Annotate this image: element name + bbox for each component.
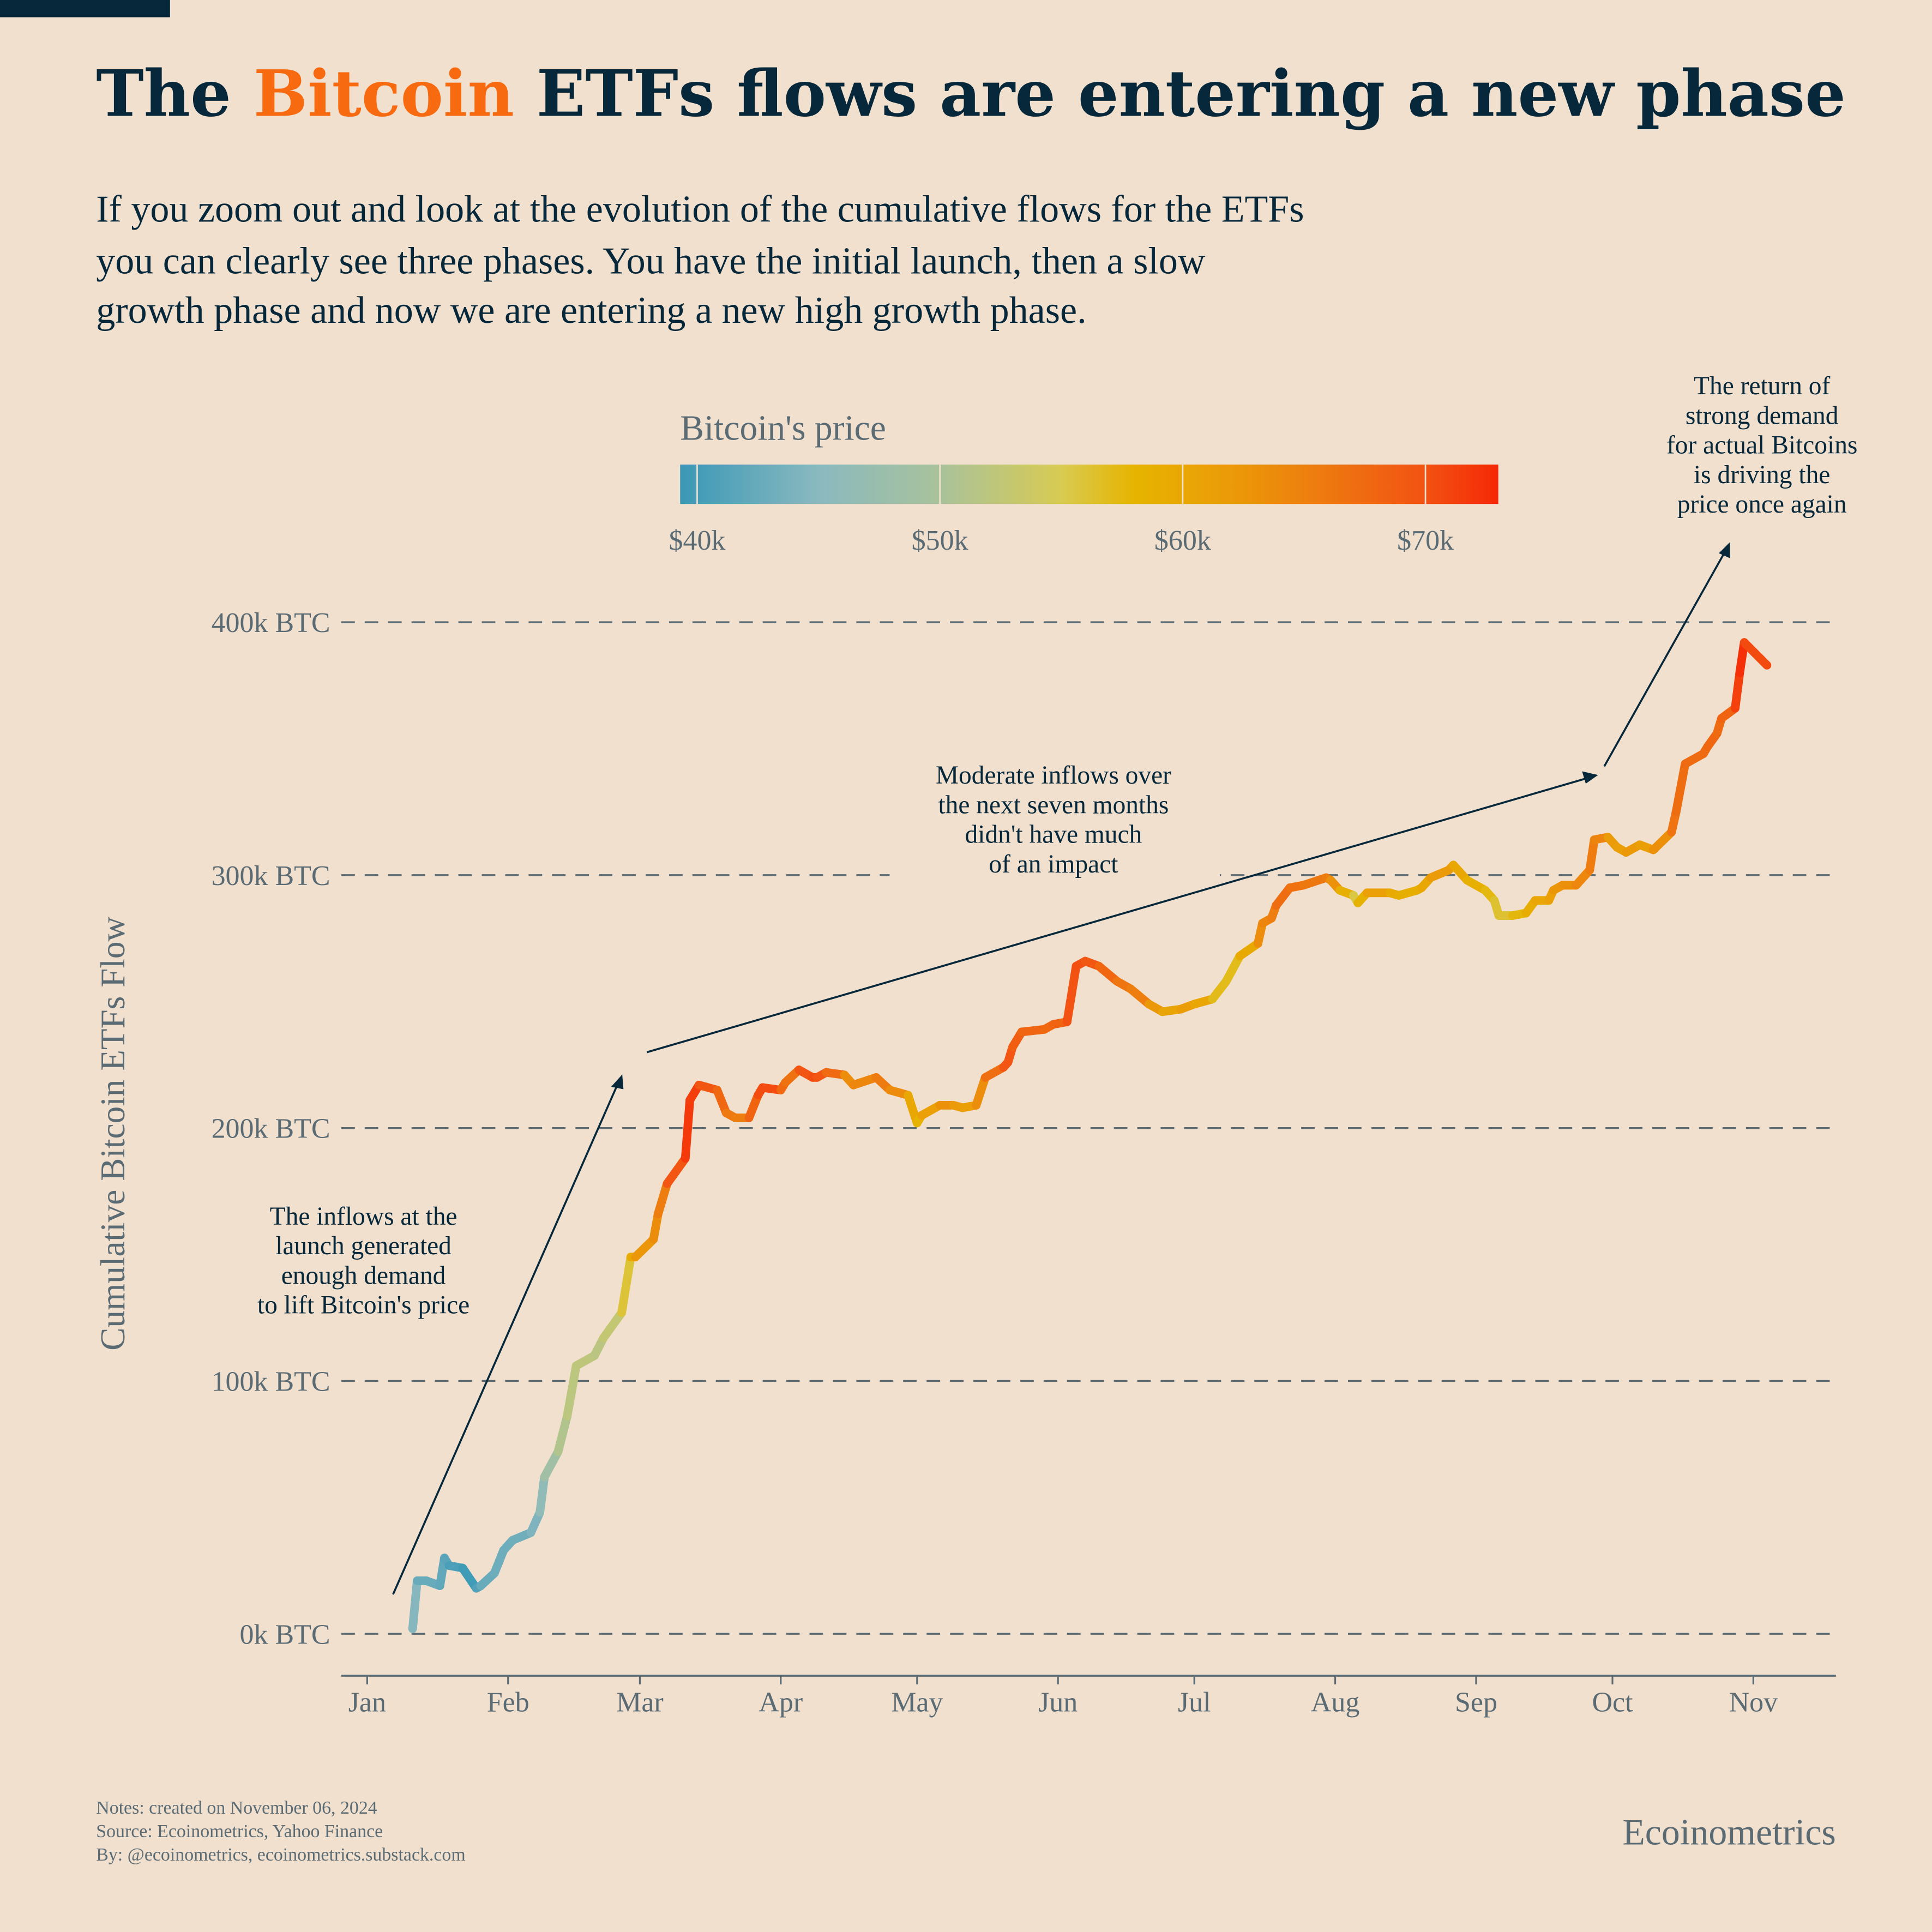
annotation-line: Moderate inflows over xyxy=(936,761,1171,790)
x-tick-label: Apr xyxy=(759,1687,803,1718)
x-tick-label: Mar xyxy=(616,1687,664,1718)
flow-segment xyxy=(681,1096,695,1163)
x-tick-label: Aug xyxy=(1311,1687,1360,1718)
annotation-line: The return of xyxy=(1694,372,1830,400)
footer-by: By: @ecoinometrics, ecoinometrics.substa… xyxy=(96,1845,465,1865)
annotation-line: is driving the xyxy=(1694,461,1830,489)
annotation-line: launch generated xyxy=(275,1232,452,1260)
annotation-return: The return of strong demand for actual Bit… xyxy=(1603,372,1857,767)
subtitle-line-1: If you zoom out and look at the evolutio… xyxy=(96,189,1304,231)
y-tick-label: 300k BTC xyxy=(212,860,330,892)
colorbar-tick-label: $40k xyxy=(669,525,725,556)
y-tick-label: 100k BTC xyxy=(212,1366,330,1397)
annotation-line: enough demand xyxy=(281,1261,446,1290)
annotation-arrow xyxy=(1603,549,1728,767)
subtitle-line-2: you can clearly see three phases. You ha… xyxy=(96,240,1206,282)
y-axis-label: Cumulative Bitcoin ETFs Flow xyxy=(94,917,132,1351)
footer-source: Source: Ecoinometrics, Yahoo Finance xyxy=(96,1821,383,1841)
y-tick-label: 400k BTC xyxy=(212,607,330,639)
colorbar-tick-label: $50k xyxy=(912,525,968,556)
annotation-arrow xyxy=(392,1079,621,1595)
x-tick-label: Jun xyxy=(1038,1687,1078,1718)
x-tick-label: Nov xyxy=(1729,1687,1778,1718)
flow-segment xyxy=(1221,952,1244,986)
flow-segment xyxy=(972,1073,990,1110)
arrowhead-icon xyxy=(611,1074,624,1090)
flow-segment xyxy=(653,1179,672,1219)
flow-segment xyxy=(563,1361,581,1421)
flow-segment xyxy=(408,1576,422,1633)
flow-series xyxy=(408,638,1772,1633)
annotation-moderate: Moderate inflows over the next seven mont… xyxy=(646,754,1598,1054)
colorbar-tick-label: $60k xyxy=(1154,525,1211,556)
annotation-line: for actual Bitcoins xyxy=(1666,431,1857,460)
arrowhead-icon xyxy=(1582,771,1598,784)
colorbar-title: Bitcoin's price xyxy=(680,409,886,448)
flow-segment xyxy=(1585,835,1599,875)
brand-logo-text: Ecoinometrics xyxy=(1622,1812,1835,1853)
flow-segment xyxy=(540,1447,563,1482)
flow-segment xyxy=(535,1472,549,1517)
page-title: The Bitcoin ETFs flows are entering a ne… xyxy=(96,56,1846,131)
flow-segment xyxy=(1731,668,1744,713)
colorbar-gradient xyxy=(680,464,1498,504)
flow-segment xyxy=(599,1308,626,1343)
x-tick-label: Oct xyxy=(1592,1687,1633,1718)
footer-notes: Notes: created on November 06, 2024 xyxy=(96,1798,377,1818)
flow-segment xyxy=(1671,759,1690,816)
annotation-launch: The inflows at the launch generated enough… xyxy=(257,1074,624,1595)
annotation-line: The inflows at the xyxy=(270,1202,458,1231)
flow-segment xyxy=(1062,961,1081,1026)
annotation-line: price once again xyxy=(1677,490,1847,519)
annotation-line: the next seven months xyxy=(938,791,1169,819)
y-tick-label: 0k BTC xyxy=(240,1619,330,1650)
x-tick-label: Jan xyxy=(348,1687,386,1718)
flow-segment xyxy=(617,1253,635,1317)
annotation-line: didn't have much xyxy=(965,821,1142,849)
annotation-line: to lift Bitcoin's price xyxy=(257,1291,470,1320)
arrowhead-icon xyxy=(1719,542,1730,558)
flow-segment xyxy=(1740,638,1772,670)
flow-segment xyxy=(553,1412,571,1456)
subtitle-line-3: growth phase and now we are entering a n… xyxy=(96,290,1086,332)
x-tick-label: Jul xyxy=(1178,1687,1211,1718)
annotation-arrow xyxy=(646,777,1590,1054)
x-tick-label: Sep xyxy=(1455,1687,1497,1718)
colorbar-tick-label: $70k xyxy=(1397,525,1454,556)
corner-accent-bar xyxy=(0,0,170,17)
annotation-line: of an impact xyxy=(989,850,1118,878)
y-tick-label: 200k BTC xyxy=(212,1114,330,1145)
x-tick-label: May xyxy=(891,1687,943,1718)
flow-segment xyxy=(663,1154,690,1188)
annotation-line: strong demand xyxy=(1686,401,1839,430)
x-tick-label: Feb xyxy=(487,1687,529,1718)
colorbar: Bitcoin's price $40k $50k $60k $70k xyxy=(669,409,1498,556)
